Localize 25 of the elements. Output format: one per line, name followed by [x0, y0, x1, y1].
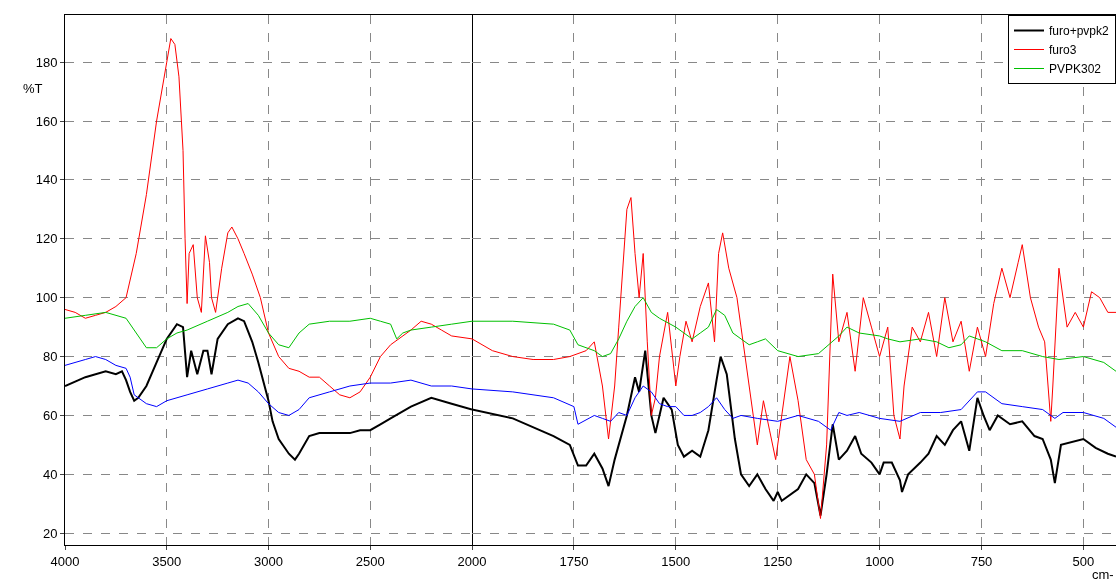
- y-tick-label: 60: [42, 407, 58, 423]
- y-axis-title: %T: [23, 81, 43, 96]
- x-tick-label: 2000: [457, 553, 487, 569]
- x-tick-label: 500: [1072, 553, 1095, 569]
- y-tick-label: 80: [42, 349, 58, 365]
- x-tick-label: 3500: [152, 553, 182, 569]
- y-tick-label: 180: [35, 54, 58, 70]
- x-tick-label: 1250: [763, 553, 793, 569]
- y-tick-label: 120: [35, 231, 58, 247]
- legend-label: furo3: [1049, 43, 1077, 58]
- legend-label: furo+pvpk2: [1049, 24, 1110, 39]
- x-tick-label: 2500: [355, 553, 385, 569]
- x-tick-label: 1500: [661, 553, 691, 569]
- x-tick-label: 1750: [559, 553, 589, 569]
- y-tick-label: 20: [42, 525, 58, 541]
- x-tick-label: 4000: [50, 553, 80, 569]
- y-tick-label: 140: [35, 172, 58, 188]
- x-tick-label: 750: [970, 553, 993, 569]
- x-tick-label: 1000: [865, 553, 895, 569]
- x-tick-label: 3000: [254, 553, 283, 569]
- y-tick-label: 160: [35, 113, 58, 129]
- legend-label: PVPK302: [1049, 62, 1102, 77]
- y-tick-label: 40: [42, 466, 58, 482]
- y-tick-label: 100: [35, 290, 58, 306]
- x-axis-title: cm-: [1092, 567, 1114, 579]
